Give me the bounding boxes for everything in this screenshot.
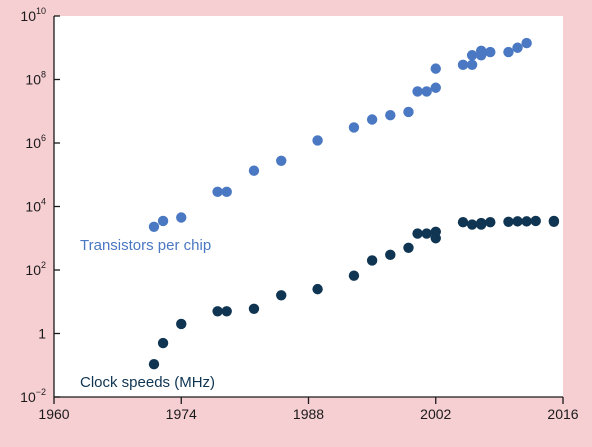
transistor-point bbox=[503, 46, 514, 58]
clock-speed-point bbox=[412, 228, 423, 239]
transistor-point bbox=[148, 221, 160, 232]
series-label-transistors: Transistors per chip bbox=[80, 237, 211, 254]
transistor-point bbox=[348, 122, 360, 133]
transistor-point bbox=[457, 59, 469, 71]
series-label-clock: Clock speeds (MHz) bbox=[80, 374, 215, 391]
clock-speed-point bbox=[366, 255, 378, 266]
transistor-point bbox=[430, 82, 441, 93]
transistor-point bbox=[176, 212, 187, 223]
clock-speed-point bbox=[212, 306, 223, 317]
y-tick-label: 102 bbox=[25, 260, 46, 278]
transistor-point bbox=[466, 59, 478, 70]
clock-speed-point bbox=[466, 219, 478, 230]
clock-speed-point bbox=[312, 283, 323, 295]
clock-speed-point bbox=[430, 233, 441, 244]
transistor-point bbox=[312, 135, 323, 146]
transistor-point bbox=[221, 186, 232, 198]
transistor-point bbox=[475, 45, 487, 57]
x-tick-label: 2016 bbox=[547, 406, 578, 422]
transistor-point bbox=[385, 110, 396, 121]
clock-speed-point bbox=[457, 217, 469, 228]
clock-speed-point bbox=[485, 217, 496, 228]
y-tick-label: 104 bbox=[25, 197, 46, 215]
y-tick-label: 108 bbox=[25, 70, 46, 88]
clock-speed-point bbox=[521, 216, 532, 227]
clock-speed-point bbox=[385, 249, 396, 261]
clock-speed-point bbox=[421, 228, 432, 239]
transistor-point bbox=[276, 155, 287, 167]
clock-speed-point bbox=[176, 318, 187, 330]
clock-speed-point bbox=[348, 270, 360, 281]
x-tick-label: 1960 bbox=[38, 406, 69, 422]
clock-speed-point bbox=[157, 337, 169, 349]
clock-speed-point bbox=[221, 306, 232, 317]
transistor-point bbox=[421, 86, 432, 97]
transistor-point bbox=[366, 114, 378, 125]
transistor-point bbox=[521, 37, 532, 49]
x-tick-label: 1974 bbox=[166, 406, 197, 422]
y-axis-ticks: 10−2 1 102 104 106 108 1010 bbox=[20, 6, 60, 405]
y-tick-label: 106 bbox=[25, 133, 46, 151]
clock-speed-point bbox=[530, 215, 541, 227]
clock-speed-point bbox=[548, 216, 560, 227]
clock-speed-point bbox=[276, 290, 287, 301]
clock-speed-point bbox=[512, 216, 523, 227]
data-points bbox=[148, 37, 560, 370]
transistor-point bbox=[212, 186, 223, 198]
x-tick-label: 1988 bbox=[293, 406, 324, 422]
x-axis-ticks: 1960 1974 1988 2002 2016 bbox=[38, 397, 579, 422]
clock-speed-point bbox=[503, 216, 514, 227]
transistor-point bbox=[248, 165, 260, 176]
y-tick-label: 1 bbox=[38, 326, 46, 342]
y-tick-label: 1010 bbox=[20, 6, 46, 24]
transistor-point bbox=[512, 42, 523, 53]
transistor-point bbox=[412, 86, 423, 97]
transistor-point bbox=[157, 215, 169, 227]
clock-speed-point bbox=[248, 303, 260, 314]
transistor-point bbox=[485, 46, 496, 58]
transistor-point bbox=[430, 63, 441, 74]
clock-speed-point bbox=[403, 242, 414, 254]
y-tick-label: 10−2 bbox=[20, 387, 46, 405]
clock-speed-point bbox=[148, 358, 160, 370]
transistor-point bbox=[466, 50, 478, 61]
clock-speed-point bbox=[475, 219, 487, 230]
x-tick-label: 2002 bbox=[420, 406, 451, 422]
plot-area bbox=[54, 16, 563, 397]
transistor-point bbox=[403, 106, 414, 118]
